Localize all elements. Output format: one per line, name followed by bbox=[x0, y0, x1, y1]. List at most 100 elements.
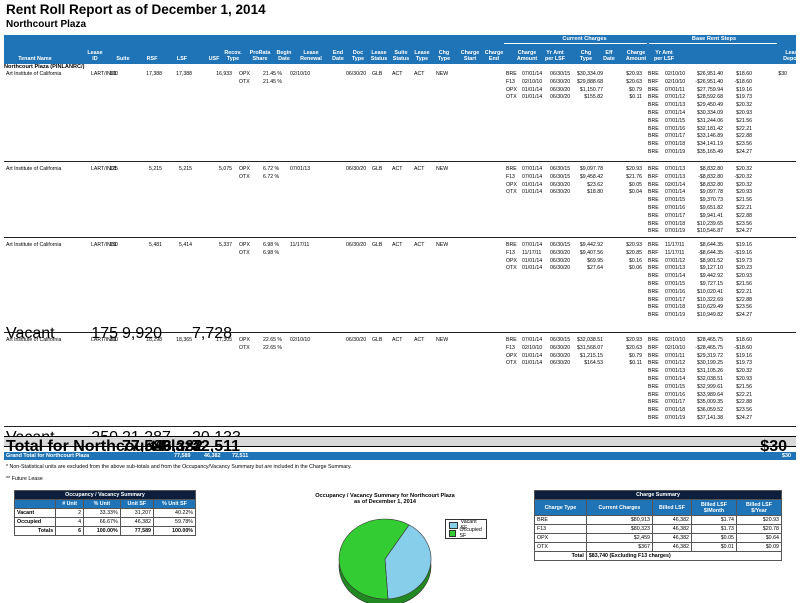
grand-total-lsf: 46,382 bbox=[204, 453, 221, 459]
step-type: BRE bbox=[648, 399, 659, 406]
pie-slice-occupied-sf bbox=[338, 518, 410, 600]
charge-type: F13 bbox=[506, 344, 515, 351]
column-header: Eff Date bbox=[603, 50, 615, 62]
step-amount: $9,941.41 bbox=[699, 212, 723, 219]
charge-end: 06/30/20 bbox=[550, 78, 571, 85]
step-date: 07/01/17 bbox=[665, 399, 686, 406]
occupancy-pie-chart: Occupancy / Vacancy Summary for Northcou… bbox=[295, 493, 488, 603]
charge-amount: $32,038.51 bbox=[577, 337, 603, 343]
step-yr-amt: $19.16 bbox=[736, 86, 752, 93]
occ-header: % Unit bbox=[83, 499, 121, 509]
step-amount: $8,832.80 bbox=[699, 181, 723, 188]
charge-amount: $9,442.92 bbox=[579, 242, 603, 248]
step-amount: $36,059.52 bbox=[697, 407, 723, 414]
doc-type: GLB bbox=[372, 166, 383, 172]
usf: 5,075 bbox=[219, 166, 232, 172]
step-yr-amt: $23.56 bbox=[736, 304, 752, 311]
charge-start: 02/10/10 bbox=[522, 344, 543, 351]
step-type: BRE bbox=[648, 86, 659, 93]
charge-yr-amt: $20.93 bbox=[626, 166, 642, 172]
charge-yr-amt: $0.06 bbox=[629, 265, 642, 272]
rsf: 5,481 bbox=[149, 242, 162, 248]
charge-yr-amt: $0.05 bbox=[629, 181, 642, 188]
charge-yr-amt: $0.79 bbox=[629, 86, 642, 93]
charge-amount: $23.62 bbox=[587, 181, 603, 188]
step-date: 07/01/14 bbox=[665, 110, 686, 116]
column-header: RSF bbox=[146, 56, 158, 62]
step-amount: -$8,644.35 bbox=[698, 249, 723, 256]
charge-type: OPX bbox=[506, 257, 517, 264]
charge-start: 01/01/14 bbox=[522, 94, 543, 101]
step-date: 07/01/13 bbox=[665, 173, 686, 180]
grand-total-rsf: 77,589 bbox=[174, 453, 191, 459]
step-amount: $9,442.92 bbox=[699, 273, 723, 280]
column-header: Lease Status bbox=[370, 50, 388, 62]
step-type: BRE bbox=[648, 296, 659, 303]
step-amount: $29,319.72 bbox=[697, 352, 723, 359]
note-future-lease: ** Future Lease bbox=[6, 476, 43, 482]
charge-summary-row: F13 $80,323 46,382 $1.73 $20.78 bbox=[534, 524, 782, 534]
charge-end: 06/30/15 bbox=[550, 71, 571, 77]
step-date: 07/01/16 bbox=[665, 391, 686, 398]
charge-start: 01/01/14 bbox=[522, 360, 543, 367]
charge-yr-amt: $0.04 bbox=[629, 189, 642, 196]
charge-start: 01/01/14 bbox=[522, 181, 543, 188]
step-yr-amt: $20.32 bbox=[736, 102, 752, 109]
column-header: Charge Start bbox=[460, 50, 480, 62]
suite: 150 bbox=[109, 242, 118, 248]
charge-end: 06/30/15 bbox=[550, 173, 571, 180]
step-yr-amt: $18.60 bbox=[736, 71, 752, 77]
lease-id: LART/IN01 bbox=[91, 337, 117, 343]
step-amount: $33,146.89 bbox=[697, 133, 723, 140]
step-yr-amt: $20.32 bbox=[736, 181, 752, 188]
lease-type: NEW bbox=[436, 242, 449, 248]
column-header: Charge End bbox=[484, 50, 504, 62]
step-type: BRE bbox=[648, 368, 659, 375]
step-type: BRE bbox=[648, 117, 659, 124]
step-yr-amt: $22.88 bbox=[736, 212, 752, 219]
lsf: 5,414 bbox=[179, 242, 192, 248]
recov-type: OPX bbox=[239, 337, 250, 343]
column-header: Chg Type bbox=[579, 50, 593, 62]
begin-date: 07/01/13 bbox=[290, 166, 311, 172]
charge-amount: $9,407.56 bbox=[579, 249, 603, 256]
charge-yr-amt: $20.63 bbox=[626, 344, 642, 351]
suite-status: ACT bbox=[414, 337, 425, 343]
step-type: BRE bbox=[648, 110, 659, 116]
charge-summary-row: BRE $80,913 46,382 $1.74 $20.93 bbox=[534, 515, 782, 525]
step-type: BRE bbox=[648, 383, 659, 390]
step-amount: -$8,832.80 bbox=[698, 173, 723, 180]
grand-total-label: Grand Total for Northcourt Plaza bbox=[6, 453, 90, 459]
step-type: BRE bbox=[648, 352, 659, 359]
step-yr-amt: $23.56 bbox=[736, 220, 752, 227]
lease-type: NEW bbox=[436, 337, 449, 343]
charge-end: 06/30/20 bbox=[550, 86, 571, 93]
suite: 200 bbox=[109, 337, 118, 343]
step-type: BRE bbox=[648, 288, 659, 295]
recov-type: OTX bbox=[239, 249, 250, 256]
step-date: 07/01/18 bbox=[665, 304, 686, 311]
usf: 17,305 bbox=[216, 337, 232, 343]
step-yr-amt: $20.93 bbox=[736, 110, 752, 116]
step-yr-amt: $22.88 bbox=[736, 399, 752, 406]
step-amount: $9,127.10 bbox=[699, 265, 723, 272]
recov-type: OPX bbox=[239, 242, 250, 248]
step-yr-amt: -$18.60 bbox=[734, 344, 752, 351]
doc-type: GLB bbox=[372, 242, 383, 248]
column-header: USF bbox=[208, 56, 220, 62]
recov-type: OPX bbox=[239, 166, 250, 172]
step-amount: $10,239.65 bbox=[697, 220, 723, 227]
column-header: Charge Amount bbox=[625, 50, 647, 62]
prorata-share: 22.65 % bbox=[263, 337, 283, 343]
charge-total-row: Total $83,740 (Excluding F13 charges) bbox=[534, 551, 783, 561]
occ-row-vacant: Vacant 2 33.33% 31,207 40.22% bbox=[13, 508, 197, 518]
total-lsf: 46,382 bbox=[154, 438, 203, 455]
suite: 125 bbox=[109, 166, 118, 172]
step-type: BRE bbox=[648, 376, 659, 382]
occ-header: % Unit SF bbox=[152, 499, 197, 509]
step-yr-amt: $22.21 bbox=[736, 288, 752, 295]
total-rsf: 77,589 bbox=[122, 438, 171, 455]
lsf: 18,365 bbox=[176, 337, 192, 343]
charge-start: 01/01/14 bbox=[522, 86, 543, 93]
step-amount: $34,141.19 bbox=[697, 141, 723, 148]
